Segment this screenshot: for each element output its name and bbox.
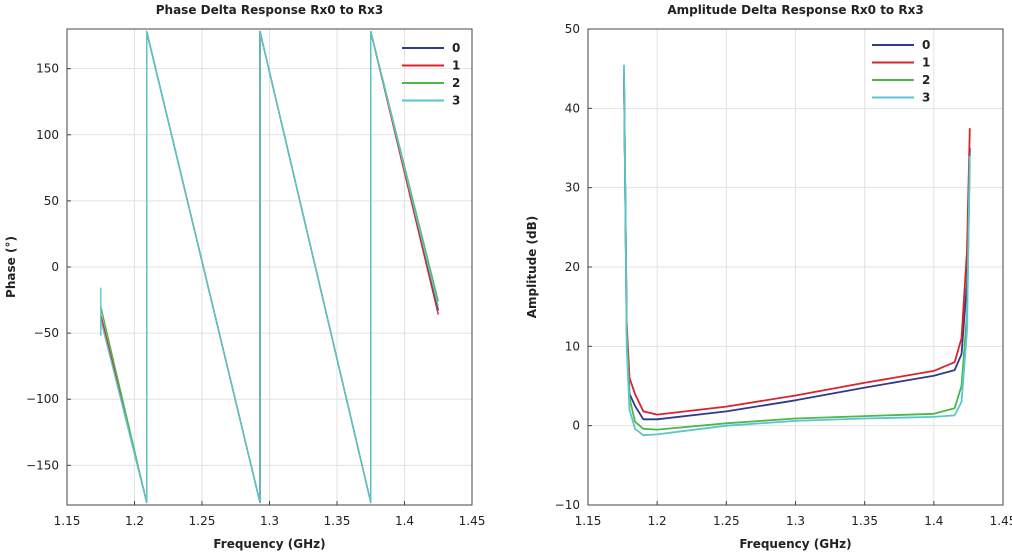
- amplitude-chart-title: Amplitude Delta Response Rx0 to Rx3: [667, 3, 923, 17]
- amplitude-series-3-line: [623, 64, 971, 437]
- amplitude-series-1-line: [623, 76, 971, 416]
- amplitude-xtick-label-6: 1.45: [990, 514, 1012, 528]
- phase-legend-label-0: 0: [452, 41, 460, 55]
- amplitude-ytick-label-1: 0: [572, 419, 580, 433]
- phase-legend-label-2: 2: [452, 76, 460, 90]
- phase-x-axis-label: Frequency (GHz): [213, 537, 325, 551]
- phase-xtick-label-0: 1.15: [54, 514, 81, 528]
- phase-xtick-label-4: 1.35: [324, 514, 351, 528]
- amplitude-legend-label-0: 0: [922, 38, 930, 52]
- phase-chart-title: Phase Delta Response Rx0 to Rx3: [156, 3, 383, 17]
- amplitude-legend-label-2: 2: [922, 73, 930, 87]
- amplitude-ytick-label-6: 50: [565, 22, 580, 36]
- phase-legend-label-3: 3: [452, 94, 460, 108]
- phase-series-3-line: [100, 30, 439, 504]
- phase-ytick-label-1: −100: [26, 392, 59, 406]
- phase-ytick-label-0: −150: [26, 458, 59, 472]
- amplitude-xtick-label-0: 1.15: [575, 514, 602, 528]
- amplitude-xtick-label-4: 1.35: [851, 514, 878, 528]
- phase-xtick-label-3: 1.3: [260, 514, 279, 528]
- amplitude-xtick-label-1: 1.2: [648, 514, 667, 528]
- phase-ytick-label-4: 50: [44, 194, 59, 208]
- amplitude-ytick-label-4: 30: [565, 181, 580, 195]
- phase-xtick-label-6: 1.45: [459, 514, 486, 528]
- amplitude-legend-label-3: 3: [922, 91, 930, 105]
- amplitude-ytick-label-2: 10: [565, 339, 580, 353]
- amplitude-xtick-label-2: 1.25: [713, 514, 740, 528]
- phase-ytick-label-2: −50: [34, 326, 59, 340]
- amplitude-legend-label-1: 1: [922, 56, 930, 70]
- phase-ytick-label-3: 0: [51, 260, 59, 274]
- phase-ytick-label-6: 150: [36, 62, 59, 76]
- amplitude-ytick-label-3: 20: [565, 260, 580, 274]
- amplitude-series-2-line: [623, 68, 971, 431]
- amplitude-xtick-label-5: 1.4: [924, 514, 943, 528]
- amplitude-y-axis-label: Amplitude (dB): [525, 216, 539, 319]
- amplitude-ytick-label-5: 40: [565, 101, 580, 115]
- phase-y-axis-label: Phase (°): [4, 236, 18, 298]
- amplitude-ytick-label-0: −10: [555, 498, 580, 512]
- phase-legend-label-1: 1: [452, 59, 460, 73]
- amplitude-x-axis-label: Frequency (GHz): [739, 537, 851, 551]
- phase-xtick-label-2: 1.25: [189, 514, 216, 528]
- phase-ytick-label-5: 100: [36, 128, 59, 142]
- phase-xtick-label-5: 1.4: [395, 514, 414, 528]
- amplitude-xtick-label-3: 1.3: [786, 514, 805, 528]
- amplitude-series-0-line: [623, 76, 971, 421]
- phase-xtick-label-1: 1.2: [125, 514, 144, 528]
